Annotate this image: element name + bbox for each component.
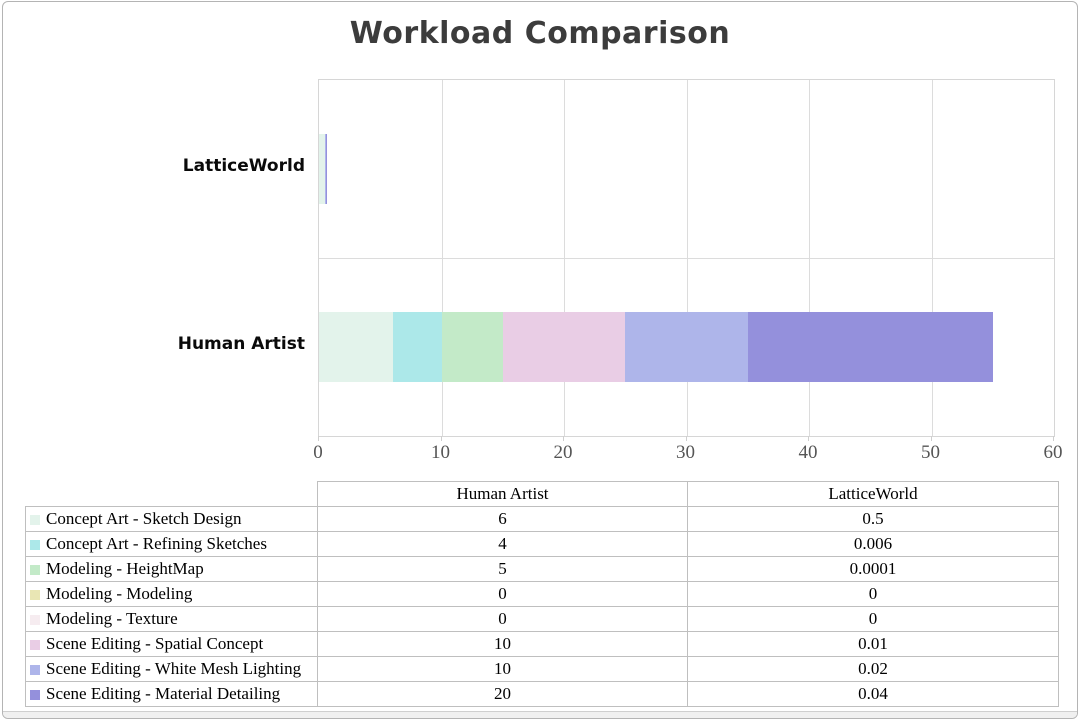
- table-row-modeling-texture: Modeling - Texture 0 0: [25, 606, 1059, 632]
- legend-swatch-icon: [30, 690, 40, 700]
- band-separator: [319, 258, 1054, 259]
- x-tickmark-10: [440, 436, 442, 441]
- y-category-label-latticeworld: LatticeWorld: [182, 156, 305, 176]
- bar-segment-concept-art-sketch-design: [319, 312, 393, 382]
- bar-segment-concept-art-sketch-design: [319, 134, 326, 204]
- human-artist-value: 5: [317, 556, 688, 582]
- x-tick-label-0: 0: [313, 442, 323, 463]
- plot-area: [318, 79, 1055, 437]
- stacked-bar-latticeworld: [319, 134, 327, 204]
- x-tick-label-10: 10: [431, 442, 450, 463]
- bar-segment-scene-editing-white-mesh-lighting: [625, 312, 748, 382]
- latticeworld-value: 0.006: [687, 531, 1059, 557]
- table-row-scene-editing-white-mesh-lighting: Scene Editing - White Mesh Lighting 10 0.0…: [25, 656, 1059, 682]
- y-category-label-human-artist: Human Artist: [177, 334, 305, 354]
- legend-swatch-icon: [30, 515, 40, 525]
- x-tickmark-30: [685, 436, 687, 441]
- table-row-scene-editing-material-detailing: Scene Editing - Material Detailing 20 0.04: [25, 681, 1059, 707]
- latticeworld-value: 0.02: [687, 656, 1059, 682]
- bar-segment-scene-editing-spatial-concept: [502, 312, 626, 382]
- table-corner-cell: [26, 482, 318, 507]
- x-tick-label-40: 40: [798, 442, 818, 463]
- legend-swatch-icon: [30, 590, 40, 600]
- table-header-latticeworld: LatticeWorld: [687, 481, 1059, 507]
- latticeworld-value: 0.04: [687, 681, 1059, 707]
- x-tick-label-20: 20: [553, 442, 573, 463]
- latticeworld-value: 0.01: [687, 631, 1059, 657]
- x-tickmark-20: [563, 436, 564, 441]
- row-label: Modeling - Modeling: [25, 581, 318, 607]
- data-table: Human Artist LatticeWorld Concept Art - S…: [25, 481, 1059, 707]
- latticeworld-value: 0: [687, 606, 1059, 632]
- table-header-row: Human Artist LatticeWorld: [26, 481, 1059, 507]
- legend-swatch-icon: [30, 540, 40, 550]
- bar-segment-modeling-heightmap: [441, 312, 503, 382]
- human-artist-value: 6: [317, 506, 688, 532]
- legend-swatch-icon: [30, 615, 40, 625]
- latticeworld-value: 0.0001: [687, 556, 1059, 582]
- bar-segment-concept-art-refining-sketches: [392, 312, 442, 382]
- row-label: Modeling - Texture: [25, 606, 318, 632]
- table-row-concept-art-sketch-design: Concept Art - Sketch Design 6 0.5: [25, 506, 1059, 532]
- human-artist-value: 4: [317, 531, 688, 557]
- x-tickmark-0: [318, 436, 319, 441]
- row-label: Concept Art - Refining Sketches: [25, 531, 318, 557]
- row-label: Scene Editing - White Mesh Lighting: [25, 656, 318, 682]
- table-row-scene-editing-spatial-concept: Scene Editing - Spatial Concept 10 0.01: [25, 631, 1059, 657]
- bottom-border-strip: [3, 711, 1077, 718]
- row-label: Modeling - HeightMap: [25, 556, 318, 582]
- table-row-modeling-heightmap: Modeling - HeightMap 5 0.0001: [25, 556, 1059, 582]
- row-label: Concept Art - Sketch Design: [25, 506, 318, 532]
- human-artist-value: 20: [317, 681, 688, 707]
- row-label: Scene Editing - Material Detailing: [25, 681, 318, 707]
- human-artist-value: 10: [317, 656, 688, 682]
- x-tickmark-50: [930, 436, 932, 441]
- bar-segment-scene-editing-material-detailing: [747, 312, 993, 382]
- table-row-concept-art-refining-sketches: Concept Art - Refining Sketches 4 0.006: [25, 531, 1059, 557]
- row-label: Scene Editing - Spatial Concept: [25, 631, 318, 657]
- table-row-modeling-modeling: Modeling - Modeling 0 0: [25, 581, 1059, 607]
- x-tick-label-30: 30: [676, 442, 695, 463]
- legend-swatch-icon: [30, 565, 40, 575]
- x-tickmark-60: [1053, 436, 1054, 441]
- human-artist-value: 0: [317, 581, 688, 607]
- legend-swatch-icon: [30, 665, 40, 675]
- x-tickmark-40: [808, 436, 809, 441]
- chart-title: Workload Comparison: [349, 16, 731, 51]
- table-header-human-artist: Human Artist: [317, 481, 688, 507]
- x-tick-label-50: 50: [921, 442, 940, 463]
- x-tick-label-60: 60: [1043, 442, 1063, 463]
- stacked-bar-human-artist: [319, 312, 993, 382]
- human-artist-value: 10: [317, 631, 688, 657]
- latticeworld-value: 0.5: [687, 506, 1059, 532]
- legend-swatch-icon: [30, 640, 40, 650]
- human-artist-value: 0: [317, 606, 688, 632]
- latticeworld-value: 0: [687, 581, 1059, 607]
